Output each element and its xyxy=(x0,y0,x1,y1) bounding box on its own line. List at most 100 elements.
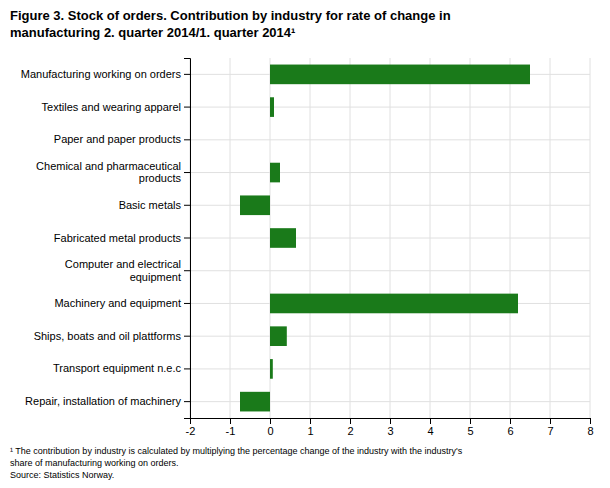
x-tick-mark xyxy=(550,418,551,424)
x-tick-mark xyxy=(470,418,471,424)
x-tick-mark xyxy=(230,418,231,424)
plot: -2 -1 0 1 2 3 4 5 6 7 8 Repair, installation of mac… xyxy=(21,58,594,437)
bar xyxy=(240,195,270,215)
title-line: manufacturing 2. quarter 2014/1. quarter… xyxy=(10,25,295,40)
y-grid-line xyxy=(190,336,590,337)
bar xyxy=(270,65,530,85)
x-tick: 6 xyxy=(507,418,513,437)
chart: Figure 3. Stock of orders. Contribution … xyxy=(0,0,610,488)
y-grid-line xyxy=(190,107,590,108)
y-tick-label: Repair, installation of machinery xyxy=(25,395,181,407)
y-tick-label-line: Basic metals xyxy=(119,199,182,211)
x-tick-mark xyxy=(430,418,431,424)
y-tick: Ships, boats and oil plattforms xyxy=(34,330,190,342)
x-tick: 2 xyxy=(347,418,353,437)
y-tick-mark xyxy=(184,74,190,75)
bar xyxy=(270,294,518,314)
y-tick-label: Paper and paper products xyxy=(54,133,182,145)
x-tick-label: 8 xyxy=(587,425,593,437)
y-tick-mark xyxy=(184,172,190,173)
y-tick-mark xyxy=(184,368,190,369)
y-tick-label: Machinery and equipment xyxy=(54,297,181,309)
footnote-line: ¹ The contribution by industry is calcul… xyxy=(10,446,463,456)
x-tick: 8 xyxy=(587,418,593,437)
x-tick-mark xyxy=(510,418,511,424)
y-tick: Chemical and pharmaceuticalproducts xyxy=(36,160,190,185)
x-tick-mark xyxy=(270,418,271,424)
x-tick: 4 xyxy=(427,418,433,437)
y-tick-mark xyxy=(184,303,190,304)
y-tick-mark xyxy=(184,270,190,271)
x-tick-mark xyxy=(350,418,351,424)
y-tick-label-line: Manufacturing working on orders xyxy=(21,68,182,80)
x-tick-label: 6 xyxy=(507,425,513,437)
y-tick-label-line: Chemical and pharmaceutical xyxy=(36,160,181,172)
y-grid-line xyxy=(190,238,590,239)
bar xyxy=(270,97,274,117)
y-tick-label-line: Ships, boats and oil plattforms xyxy=(34,330,182,342)
x-tick-label: 3 xyxy=(387,425,393,437)
x-axis-line xyxy=(191,419,591,425)
x-tick-label: 5 xyxy=(467,425,473,437)
y-axis-line xyxy=(184,59,191,419)
y-tick-label-line: Repair, installation of machinery xyxy=(25,395,181,407)
footnote: ¹ The contribution by industry is calcul… xyxy=(10,446,463,480)
y-grid-line xyxy=(190,368,590,369)
x-tick-label: -1 xyxy=(226,425,236,437)
y-grid-line xyxy=(190,172,590,173)
x-tick: 0 xyxy=(267,418,273,437)
y-tick-mark xyxy=(184,238,190,239)
title: Figure 3. Stock of orders. Contribution … xyxy=(10,8,451,40)
y-tick: Machinery and equipment xyxy=(54,297,190,309)
x-tick: -1 xyxy=(226,418,236,437)
y-tick-label-line: Transport equipment n.e.c xyxy=(53,362,181,374)
y-tick-label: Ships, boats and oil plattforms xyxy=(34,330,182,342)
x-tick: 3 xyxy=(387,418,393,437)
y-tick-label-line: equipment xyxy=(130,271,181,283)
y-tick-label: Manufacturing working on orders xyxy=(21,68,182,80)
y-tick-label-line: Textiles and wearing apparel xyxy=(42,101,181,113)
y-tick: Textiles and wearing apparel xyxy=(42,101,190,113)
y-tick: Repair, installation of machinery xyxy=(25,395,190,407)
bar xyxy=(270,359,273,379)
y-grid-line xyxy=(190,270,590,271)
x-tick-label: 4 xyxy=(427,425,433,437)
y-axis: Repair, installation of machinery Transpo… xyxy=(21,59,191,419)
x-tick: 7 xyxy=(547,418,553,437)
footnote-line: share of manufacturing working on orders… xyxy=(10,458,179,468)
y-grid-line xyxy=(190,139,590,140)
x-tick-label: 7 xyxy=(547,425,553,437)
x-tick: -2 xyxy=(186,418,196,437)
footnote-line: Source: Statistics Norway. xyxy=(10,470,114,480)
bar xyxy=(270,130,271,150)
y-tick-mark xyxy=(184,107,190,108)
y-tick-label-line: Fabricated metal products xyxy=(54,232,182,244)
y-tick: Basic metals xyxy=(119,199,190,211)
y-tick: Manufacturing working on orders xyxy=(21,68,190,80)
y-tick-mark xyxy=(184,139,190,140)
y-tick-label: Computer and electricalequipment xyxy=(65,258,181,283)
y-tick-label-line: Computer and electrical xyxy=(65,258,181,270)
x-axis: -2 -1 0 1 2 3 4 5 6 7 8 xyxy=(186,418,594,437)
bars xyxy=(240,65,530,412)
y-tick-label: Transport equipment n.e.c xyxy=(53,362,181,374)
y-tick: Computer and electricalequipment xyxy=(65,258,190,283)
x-tick-label: 0 xyxy=(267,425,273,437)
bar xyxy=(270,163,280,183)
bar xyxy=(240,392,270,412)
y-tick-mark xyxy=(184,336,190,337)
x-tick-mark xyxy=(390,418,391,424)
x-tick: 1 xyxy=(307,418,313,437)
bar xyxy=(270,326,287,346)
x-tick-label: -2 xyxy=(186,425,196,437)
y-tick-label: Basic metals xyxy=(119,199,182,211)
bar xyxy=(270,261,271,281)
y-tick-label-line: Paper and paper products xyxy=(54,133,182,145)
y-tick-mark xyxy=(184,205,190,206)
y-tick: Paper and paper products xyxy=(54,133,190,145)
y-tick: Transport equipment n.e.c xyxy=(53,362,190,374)
y-tick-label: Fabricated metal products xyxy=(54,232,182,244)
title-line: Figure 3. Stock of orders. Contribution … xyxy=(10,8,451,23)
y-tick: Fabricated metal products xyxy=(54,232,190,244)
y-tick-label: Textiles and wearing apparel xyxy=(42,101,181,113)
